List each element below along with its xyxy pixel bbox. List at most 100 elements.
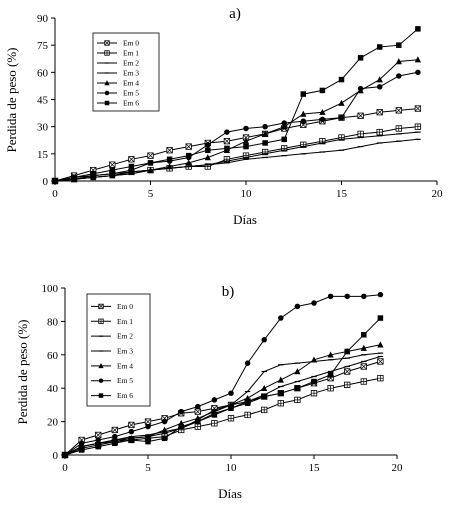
y-axis-label: Perdida de peso (%) bbox=[4, 47, 19, 152]
series-line bbox=[64, 344, 381, 456]
data-point bbox=[144, 433, 152, 440]
data-point bbox=[414, 123, 422, 130]
legend-marker bbox=[104, 100, 110, 106]
data-point bbox=[128, 156, 135, 163]
data-point bbox=[278, 315, 284, 321]
data-point bbox=[166, 156, 173, 163]
legend-item: Em 1 bbox=[97, 49, 139, 58]
legend-marker bbox=[104, 50, 110, 56]
data-point bbox=[310, 356, 318, 363]
series-line bbox=[64, 356, 381, 456]
x-tick-label: 15 bbox=[336, 188, 348, 200]
x-tick-label: 20 bbox=[432, 188, 444, 200]
data-point bbox=[357, 55, 364, 61]
legend: Em 0Em 1Em 2Em 3Em 4Em 5Em 6 bbox=[92, 32, 160, 112]
data-point bbox=[395, 107, 402, 114]
data-point bbox=[338, 76, 345, 83]
data-point bbox=[327, 385, 334, 392]
data-point bbox=[294, 303, 301, 310]
legend-marker bbox=[98, 393, 104, 398]
y-tick-label: 30 bbox=[37, 122, 49, 134]
data-point bbox=[376, 44, 383, 50]
y-tick-label: 15 bbox=[37, 149, 49, 161]
series-line bbox=[54, 108, 418, 182]
legend-item: Em 0 bbox=[91, 302, 133, 311]
data-point bbox=[228, 405, 234, 411]
series-em-0 bbox=[51, 105, 422, 185]
data-point bbox=[52, 178, 58, 184]
data-point bbox=[243, 143, 249, 150]
x-tick-label: 0 bbox=[62, 462, 68, 474]
series-line bbox=[64, 294, 381, 456]
series-em-6 bbox=[62, 315, 384, 458]
data-point bbox=[147, 152, 154, 159]
data-point bbox=[327, 351, 334, 358]
data-point bbox=[294, 385, 301, 391]
series-em-1 bbox=[51, 123, 422, 185]
legend-label: Em 2 bbox=[123, 59, 139, 68]
data-point bbox=[344, 348, 350, 355]
data-point bbox=[344, 381, 351, 389]
legend-marker bbox=[104, 40, 110, 46]
data-point bbox=[112, 433, 118, 440]
data-point bbox=[95, 443, 101, 450]
data-point bbox=[261, 393, 267, 400]
y-tick-label: 40 bbox=[47, 383, 59, 395]
legend-marker bbox=[98, 363, 104, 369]
data-point bbox=[178, 423, 184, 430]
data-point bbox=[338, 99, 345, 106]
chart-title: a) bbox=[229, 6, 241, 22]
data-point bbox=[262, 140, 268, 146]
data-point bbox=[376, 76, 383, 83]
data-point bbox=[95, 437, 101, 443]
data-point bbox=[262, 123, 268, 130]
y-tick-label: 80 bbox=[47, 316, 59, 328]
data-point bbox=[261, 384, 268, 391]
legend-item: Em 6 bbox=[91, 391, 133, 400]
legend-box bbox=[92, 32, 160, 112]
legend-label: Em 6 bbox=[123, 99, 139, 108]
data-point bbox=[327, 293, 334, 300]
data-point bbox=[357, 130, 364, 138]
y-tick-label: 90 bbox=[37, 13, 49, 25]
data-point bbox=[243, 125, 249, 132]
legend-label: Em 2 bbox=[117, 332, 133, 341]
chart-title: b) bbox=[222, 284, 235, 300]
y-tick-label: 45 bbox=[37, 95, 49, 107]
data-point bbox=[319, 116, 326, 123]
data-point bbox=[361, 332, 367, 338]
data-point bbox=[128, 428, 135, 435]
legend-item: Em 1 bbox=[91, 317, 133, 326]
data-point bbox=[244, 360, 251, 366]
data-point bbox=[205, 147, 211, 153]
data-point bbox=[166, 147, 173, 154]
data-point bbox=[244, 411, 251, 419]
data-point bbox=[357, 112, 364, 119]
legend-label: Em 3 bbox=[123, 69, 139, 78]
legend-label: Em 0 bbox=[123, 39, 139, 48]
data-point bbox=[376, 84, 383, 90]
data-point bbox=[360, 344, 367, 351]
data-point bbox=[327, 372, 334, 378]
legend-label: Em 5 bbox=[117, 376, 133, 385]
legend-label: Em 0 bbox=[117, 302, 133, 311]
legend-item: Em 3 bbox=[97, 69, 139, 78]
legend-label: Em 4 bbox=[123, 79, 139, 88]
y-tick-label: 20 bbox=[47, 417, 59, 429]
data-point bbox=[261, 130, 269, 137]
legend-item: Em 5 bbox=[91, 376, 133, 385]
data-point bbox=[395, 58, 402, 65]
legend-item: Em 3 bbox=[91, 347, 133, 356]
data-point bbox=[185, 143, 192, 150]
legend-item: Em 4 bbox=[97, 79, 139, 88]
x-tick-label: 5 bbox=[145, 462, 151, 474]
x-axis-label: Días bbox=[233, 212, 257, 227]
data-point bbox=[311, 300, 317, 306]
data-point bbox=[195, 418, 201, 425]
data-point bbox=[277, 376, 284, 383]
legend-marker bbox=[98, 303, 104, 310]
data-point bbox=[319, 87, 326, 94]
data-point bbox=[395, 125, 402, 132]
data-point bbox=[377, 375, 384, 382]
